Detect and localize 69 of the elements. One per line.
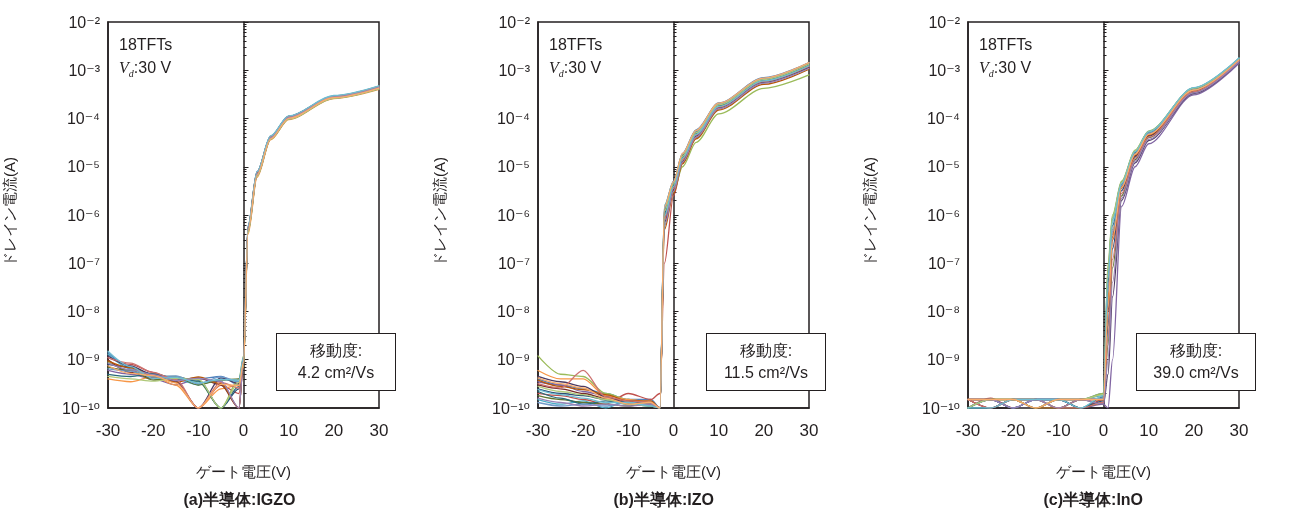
y-tick-label: 10⁻⁹: [496, 351, 530, 369]
x-axis-title: ゲート電圧(V): [196, 463, 291, 480]
y-tick-label: 10⁻⁹: [66, 351, 100, 369]
annotation: 18TFTs: [119, 35, 173, 55]
y-axis-title: ドレイン電流(A): [431, 157, 448, 267]
text: (c)半導体:InO: [1043, 490, 1144, 508]
y-tick-label: 10⁻⁶: [67, 206, 100, 224]
annotation: V$_{d}$:30 V: [119, 58, 172, 82]
y-tick-label: 10⁻⁴: [66, 110, 101, 127]
y-tick-label: 10⁻⁶: [497, 206, 530, 224]
x-tick-label: 30: [369, 421, 389, 440]
y-tick-label: 10⁻³: [498, 61, 531, 79]
x-tick-label: -20: [1000, 421, 1026, 440]
x-tick-label: 30: [1229, 421, 1249, 440]
y-tick-label: 10⁻⁵: [497, 158, 530, 176]
x-tick-label: 30: [799, 421, 819, 440]
x-tick-label: -30: [525, 421, 551, 440]
y-tick-label: 10⁻⁵: [927, 158, 960, 176]
y-tick-label: 10⁻⁸: [67, 303, 100, 320]
y-tick-label: 10⁻⁸: [497, 303, 530, 320]
x-tick-label: 20: [1184, 421, 1204, 440]
annotation: 11.5 cm²/Vs: [722, 363, 810, 383]
x-axis-title: ゲート電圧(V): [1056, 463, 1151, 480]
annotation: V$_{d}$:30 V: [549, 58, 602, 82]
annotation: 4.2 cm²/Vs: [296, 363, 376, 383]
y-tick-label: 10⁻⁷: [927, 254, 961, 272]
annotation: V$_{d}$:30 V: [979, 58, 1032, 82]
annotation: 18TFTs: [549, 35, 603, 55]
x-tick-label: -20: [140, 421, 166, 440]
y-tick-label: 10⁻²: [498, 13, 531, 31]
annotation: 18TFTs: [979, 35, 1033, 55]
x-tick-label: -10: [1046, 421, 1071, 440]
x-tick-label: 0: [238, 421, 249, 440]
y-tick-label: 10⁻⁷: [497, 254, 531, 272]
y-tick-label: 10⁻⁵: [67, 158, 100, 176]
text: (b)半導体:IZO: [613, 490, 714, 508]
annotation: 移動度:: [308, 341, 364, 361]
x-tick-label: 0: [668, 421, 679, 440]
y-tick-label: 10⁻⁴: [496, 110, 531, 127]
annotation: 39.0 cm²/Vs: [1152, 363, 1240, 383]
annotation: 移動度:: [738, 341, 794, 361]
x-tick-label: -30: [955, 421, 981, 440]
x-tick-label: 10: [279, 421, 299, 440]
y-tick-label: 10⁻⁹: [926, 351, 960, 369]
x-tick-label: -30: [95, 421, 121, 440]
annotation: 移動度:: [1168, 341, 1224, 361]
x-tick-label: -20: [570, 421, 596, 440]
y-tick-label: 10⁻¹⁰: [62, 399, 100, 417]
y-tick-label: 10⁻⁴: [926, 110, 961, 127]
x-tick-label: 20: [324, 421, 344, 440]
y-axis-title: ドレイン電流(A): [1, 157, 18, 267]
x-tick-label: -10: [186, 421, 211, 440]
y-axis-title: ドレイン電流(A): [861, 157, 878, 267]
x-tick-label: 20: [754, 421, 774, 440]
x-tick-label: 10: [1139, 421, 1159, 440]
y-tick-label: 10⁻²: [928, 13, 961, 31]
y-tick-label: 10⁻³: [68, 61, 101, 79]
y-tick-label: 10⁻¹⁰: [492, 399, 530, 417]
x-tick-label: 0: [1098, 421, 1109, 440]
y-tick-label: 10⁻¹⁰: [922, 399, 960, 417]
y-tick-label: 10⁻²: [68, 13, 101, 31]
x-axis-title: ゲート電圧(V): [626, 463, 721, 480]
text: (a)半導体:IGZO: [183, 490, 296, 508]
x-tick-label: 10: [709, 421, 729, 440]
y-tick-label: 10⁻⁶: [927, 206, 960, 224]
y-tick-label: 10⁻⁷: [67, 254, 101, 272]
y-tick-label: 10⁻³: [928, 61, 961, 79]
x-tick-label: -10: [616, 421, 641, 440]
y-tick-label: 10⁻⁸: [927, 303, 960, 320]
